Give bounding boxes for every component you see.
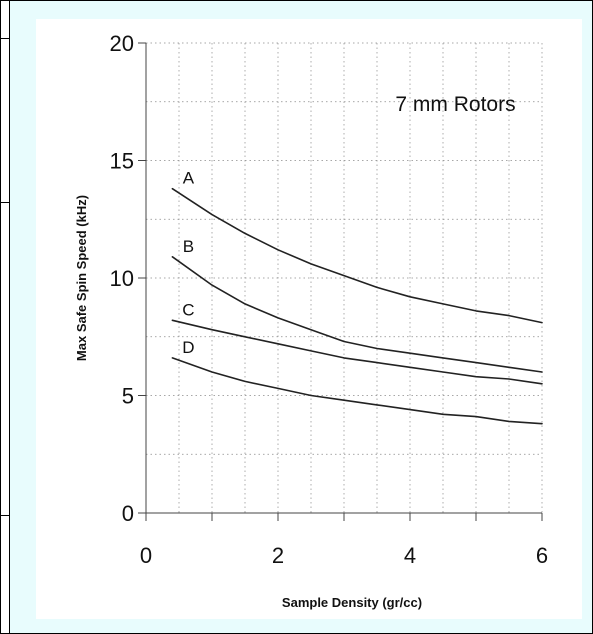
- x-tick-label: 2: [272, 543, 284, 568]
- chart-svg: 0 5 10 15 20 0 2 4 6 Sample Density (gr/cc) Max Sa…: [74, 31, 548, 610]
- series-label-d: D: [182, 338, 194, 357]
- series-line-d: [171, 357, 543, 425]
- x-tick-label: 4: [404, 543, 416, 568]
- series-lines: [171, 187, 543, 425]
- x-axis-title: Sample Density (gr/cc): [282, 595, 422, 610]
- divider: [0, 515, 10, 516]
- y-tick-label: 15: [110, 149, 134, 174]
- series-line-a: [171, 187, 543, 324]
- divider: [0, 38, 10, 39]
- y-tick-label: 0: [122, 501, 134, 526]
- series-label-b: B: [183, 237, 194, 256]
- series-line-c: [171, 319, 543, 385]
- y-tick-label: 20: [110, 31, 134, 56]
- labels: 0 5 10 15 20 0 2 4 6 Sample Density (gr/cc) Max Sa…: [74, 31, 548, 610]
- x-tick-label: 6: [536, 543, 548, 568]
- axes: [138, 42, 543, 521]
- y-tick-label: 5: [122, 384, 134, 409]
- chart-title: 7 mm Rotors: [395, 93, 515, 116]
- series-line-b: [171, 256, 543, 373]
- series-label-c: C: [182, 300, 194, 319]
- content-panel: 0 5 10 15 20 0 2 4 6 Sample Density (gr/cc) Max Sa…: [9, 1, 592, 633]
- y-axis-title: Max Safe Spin Speed (kHz): [74, 195, 89, 361]
- chart-figure: 0 5 10 15 20 0 2 4 6 Sample Density (gr/cc) Max Sa…: [36, 19, 582, 619]
- series-label-a: A: [183, 169, 195, 188]
- x-tick-label: 0: [140, 543, 152, 568]
- divider: [0, 202, 10, 203]
- y-tick-label: 10: [110, 266, 134, 291]
